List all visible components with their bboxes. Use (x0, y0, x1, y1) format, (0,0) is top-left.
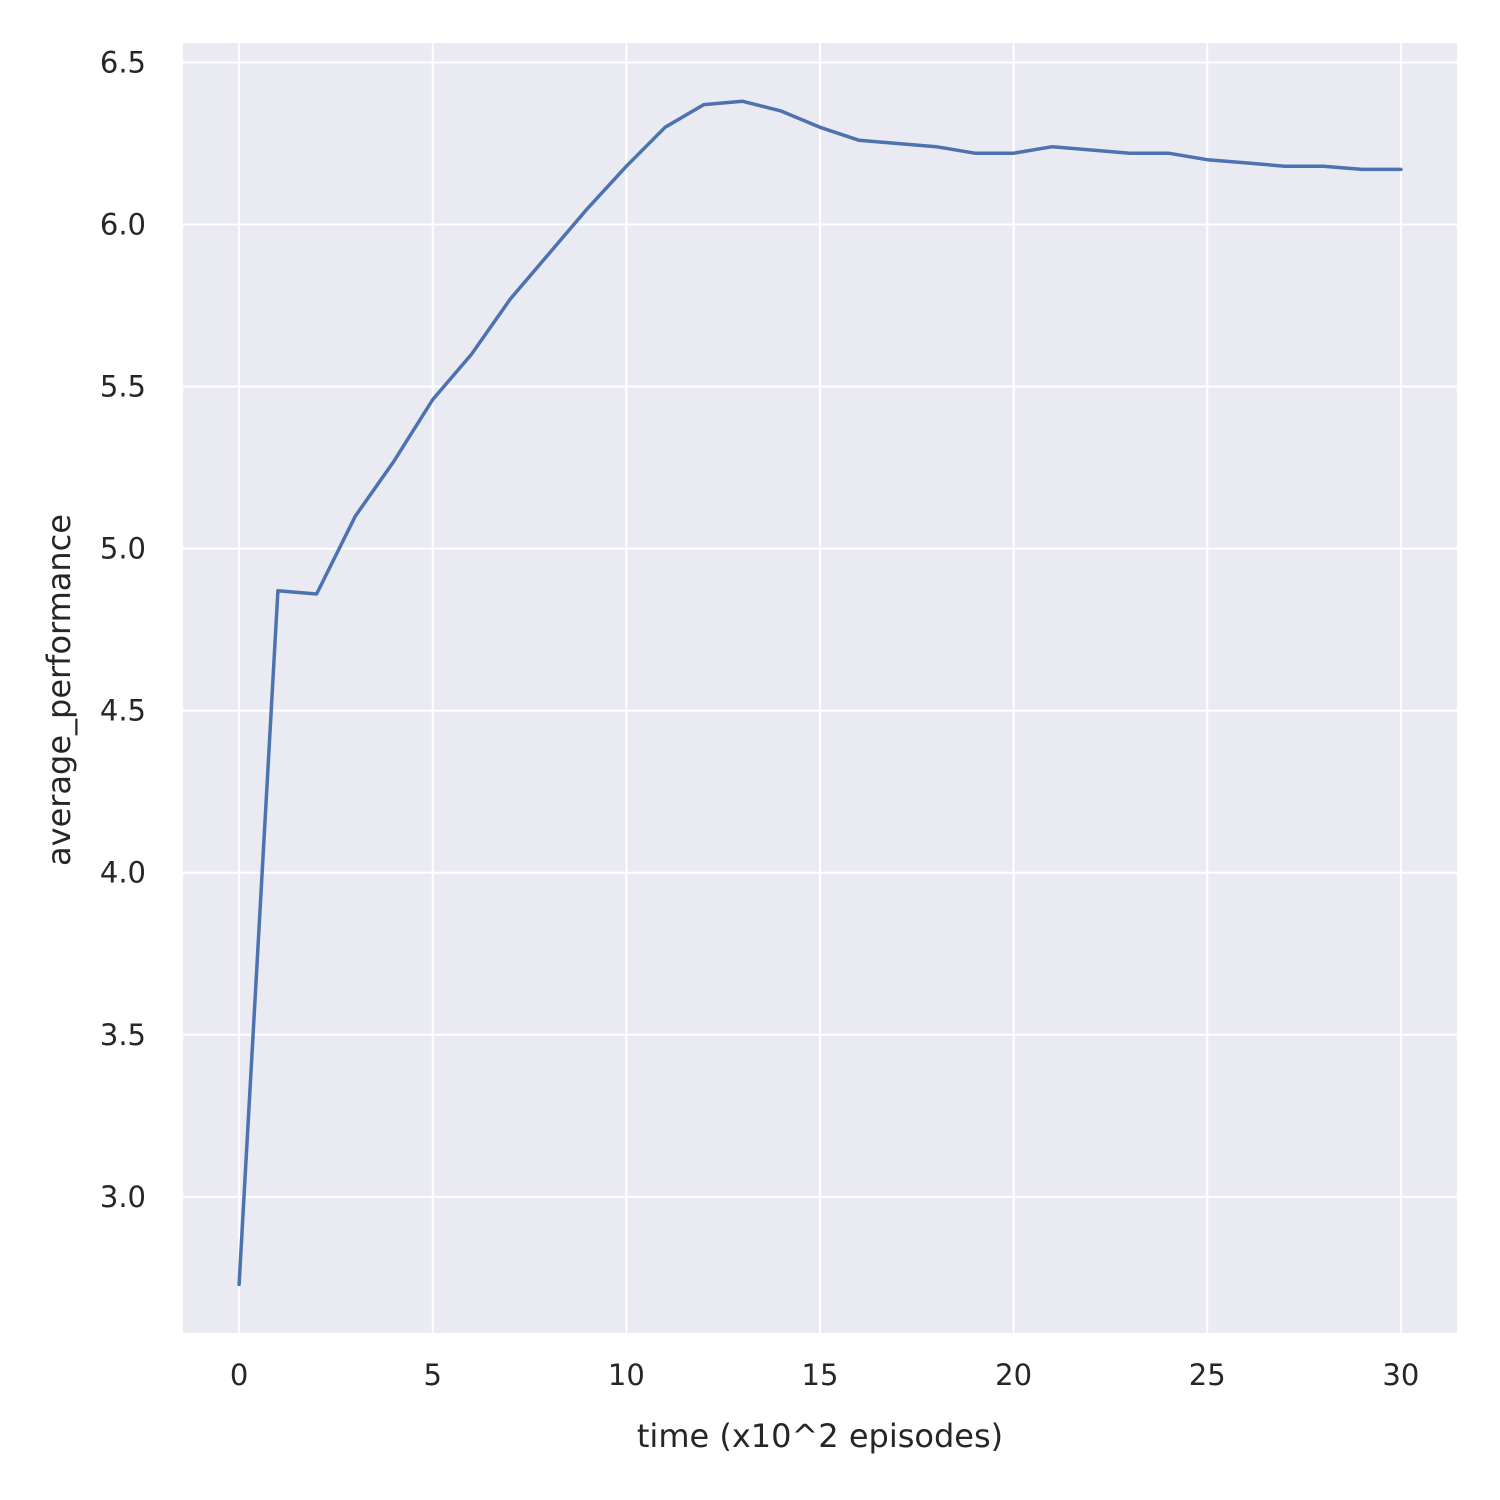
y-tick-label: 4.5 (100, 694, 146, 728)
x-tick-label: 10 (608, 1358, 645, 1392)
x-tick-label: 5 (424, 1358, 442, 1392)
y-axis-label: average_performance (40, 514, 78, 866)
y-tick-label: 3.5 (100, 1018, 146, 1052)
x-tick-label: 25 (1189, 1358, 1226, 1392)
y-tick-label: 6.5 (100, 45, 146, 79)
grid (183, 43, 1457, 1333)
x-axis-ticks: 0 5 10 15 20 25 30 (230, 1358, 1419, 1392)
x-tick-label: 0 (230, 1358, 248, 1392)
x-tick-label: 30 (1382, 1358, 1419, 1392)
x-tick-label: 20 (995, 1358, 1032, 1392)
x-axis-label: time (x10^2 episodes) (637, 1417, 1003, 1455)
y-tick-label: 3.0 (100, 1180, 146, 1214)
y-tick-label: 6.0 (100, 208, 146, 242)
series-layer (237, 99, 1403, 1287)
y-axis-ticks: 3.0 3.5 4.0 4.5 5.0 5.5 6.0 6.5 (100, 45, 146, 1213)
y-tick-label: 4.0 (100, 856, 146, 890)
series-line (237, 99, 1403, 1287)
x-tick-label: 15 (802, 1358, 839, 1392)
y-tick-label: 5.0 (100, 532, 146, 566)
y-tick-label: 5.5 (100, 370, 146, 404)
